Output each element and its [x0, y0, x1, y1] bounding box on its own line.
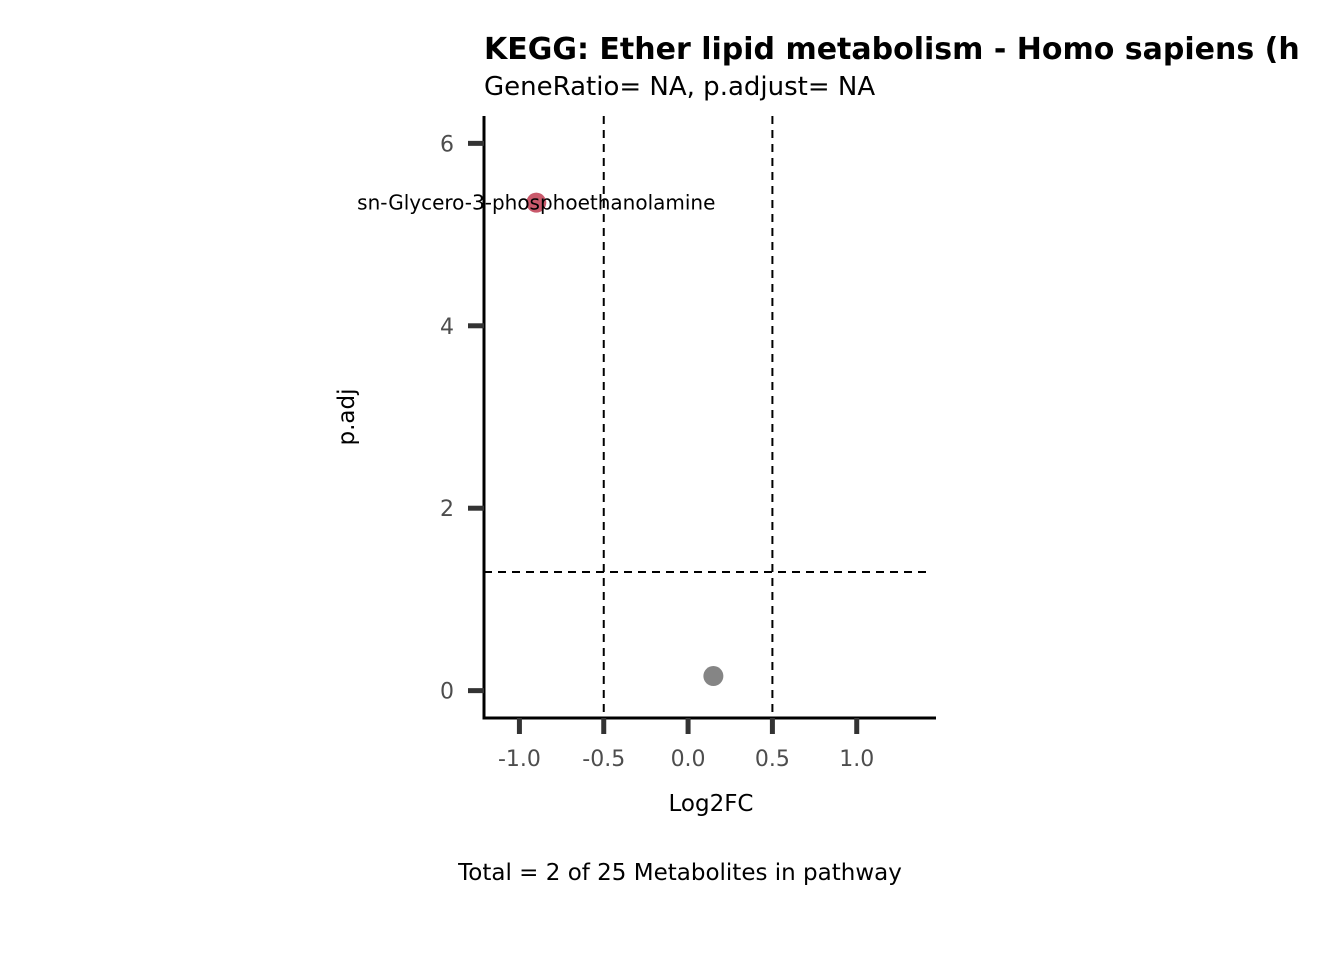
- threshold-lines: [484, 116, 930, 718]
- y-tick-label: 2: [440, 497, 454, 522]
- data-point: [703, 666, 724, 687]
- x-tick-label: 1.0: [839, 747, 874, 772]
- y-tick-label: 4: [440, 315, 454, 340]
- chart-caption: Total = 2 of 25 Metabolites in pathway: [458, 860, 902, 886]
- x-tick-label: -1.0: [498, 747, 541, 772]
- data-points: [526, 192, 724, 687]
- point-labels: sn-Glycero-3-phosphoethanolamine: [357, 191, 715, 215]
- data-point: [526, 192, 547, 213]
- chart-subtitle: GeneRatio= NA, p.adjust= NA: [484, 72, 876, 102]
- y-tick-label: 0: [440, 680, 454, 705]
- x-axis-label: Log2FC: [668, 791, 753, 817]
- y-tick-label: 6: [440, 132, 454, 157]
- x-tick-label: -0.5: [582, 747, 625, 772]
- x-tick-label: 0.5: [755, 747, 790, 772]
- x-tick-label: 0.0: [671, 747, 706, 772]
- point-label: sn-Glycero-3-phosphoethanolamine: [357, 191, 715, 215]
- axes: -1.0 -0.5 0.0 0.5 1.0 0 2 4 6: [440, 116, 936, 772]
- y-axis-label: p.adj: [334, 389, 360, 446]
- chart-title: KEGG: Ether lipid metabolism - Homo sapi…: [484, 32, 1300, 67]
